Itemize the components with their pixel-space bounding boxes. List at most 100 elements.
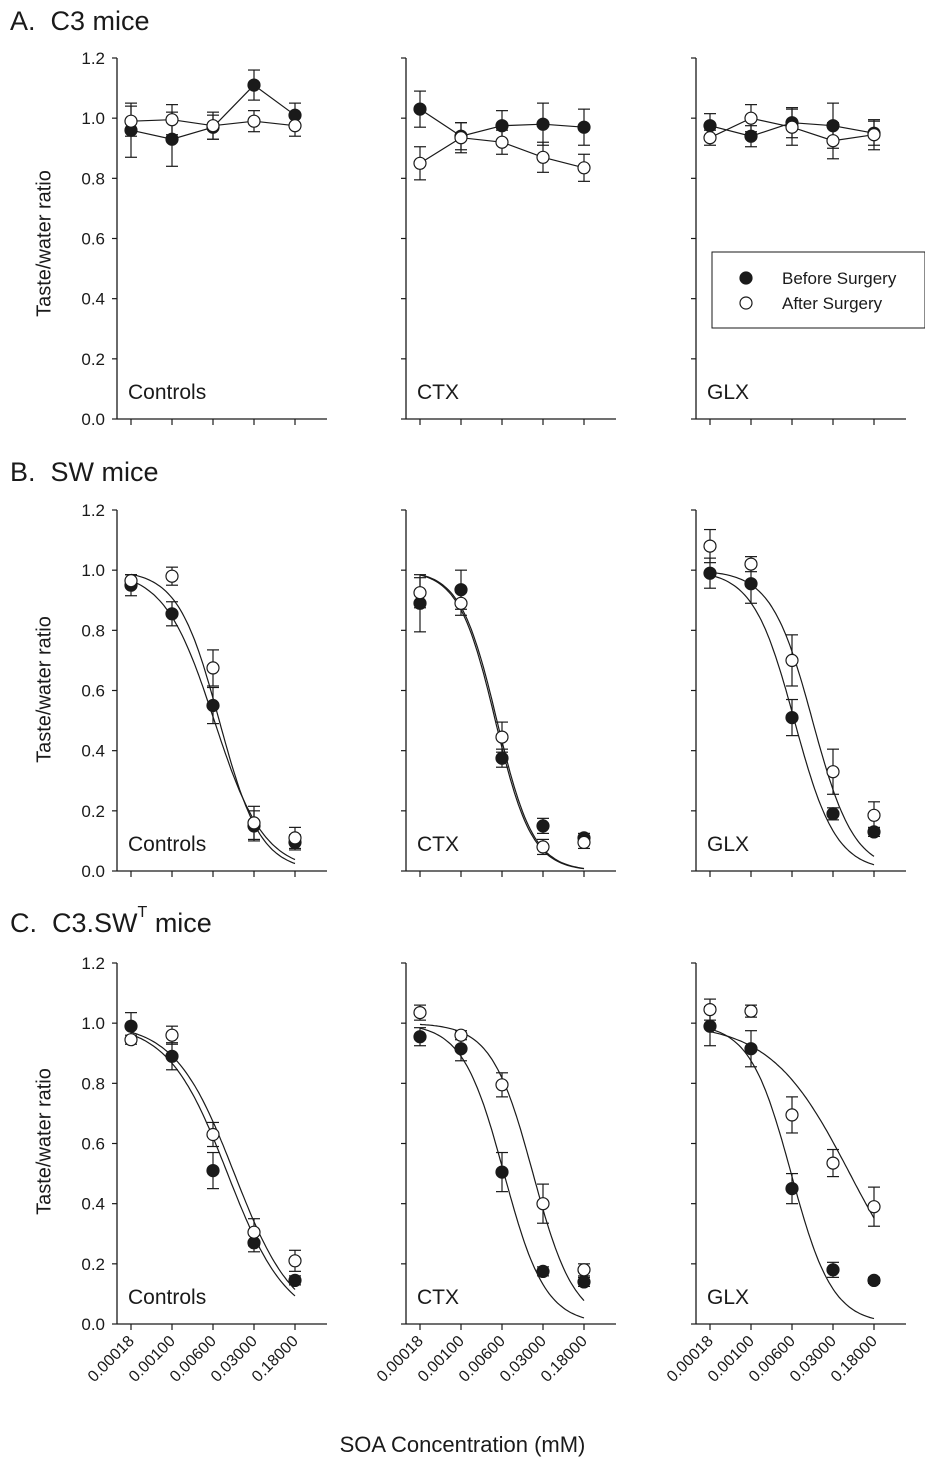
point-after xyxy=(124,114,138,128)
point-after xyxy=(495,1078,509,1092)
point-before xyxy=(206,1163,220,1178)
point-after xyxy=(577,161,591,175)
point-after xyxy=(826,1156,840,1170)
point-after xyxy=(288,1254,302,1268)
point-before xyxy=(785,1181,799,1196)
point-after xyxy=(577,1263,591,1277)
point-before xyxy=(826,807,840,821)
legend-label-before: Before Surgery xyxy=(782,269,897,288)
fit-curve xyxy=(130,1031,296,1290)
point-after xyxy=(867,128,881,142)
y-tick-label: 1.2 xyxy=(81,49,105,68)
point-before xyxy=(826,1263,840,1277)
point-after xyxy=(454,1028,468,1042)
point-after xyxy=(495,135,509,149)
point-after xyxy=(495,730,509,744)
y-tick-label: 0.2 xyxy=(81,350,105,369)
y-tick-label: 0.6 xyxy=(81,1135,105,1154)
point-after xyxy=(785,653,799,668)
point-after xyxy=(206,661,220,675)
point-before xyxy=(867,1273,881,1288)
y-tick-label: 0.6 xyxy=(81,682,105,701)
y-tick-label: 0.4 xyxy=(81,290,105,309)
point-after xyxy=(413,586,427,600)
legend-label-after: After Surgery xyxy=(782,294,883,313)
row-name: C3.SW xyxy=(52,908,138,938)
point-after xyxy=(124,574,138,588)
point-before xyxy=(495,119,509,133)
row-name: C3 mice xyxy=(50,6,150,36)
y-tick-label: 0.0 xyxy=(81,862,105,881)
point-after xyxy=(413,1005,427,1020)
point-before xyxy=(577,120,591,134)
y-tick-label: 1.0 xyxy=(81,1014,105,1033)
point-after xyxy=(703,539,717,553)
point-before xyxy=(703,119,717,133)
y-tick-label: 1.2 xyxy=(81,501,105,520)
point-before xyxy=(124,1019,138,1033)
point-before xyxy=(165,1049,179,1063)
group-label-controls: Controls xyxy=(128,1286,206,1309)
point-before xyxy=(744,129,758,143)
point-before xyxy=(413,1030,427,1044)
row-title-a: A. C3 mice xyxy=(10,6,150,37)
legend-box xyxy=(711,251,925,329)
row-letter: B. xyxy=(10,457,36,487)
row-title-c: C. C3.SWT mice xyxy=(10,904,212,939)
x-tick-label: 0.18000 xyxy=(538,1333,591,1386)
point-after xyxy=(454,596,468,610)
point-after xyxy=(577,835,591,850)
point-before xyxy=(247,78,261,92)
point-after xyxy=(247,1225,261,1239)
group-label-ctx: CTX xyxy=(417,1286,459,1309)
point-after xyxy=(826,765,840,779)
y-tick-label: 0.4 xyxy=(81,1195,105,1214)
point-after xyxy=(536,1197,550,1211)
x-tick-label: 0.18000 xyxy=(249,1333,302,1386)
point-after xyxy=(744,557,758,571)
y-tick-label: 0.4 xyxy=(81,742,105,761)
point-after xyxy=(413,156,427,170)
point-after xyxy=(206,1127,220,1142)
point-before xyxy=(744,1042,758,1056)
point-after xyxy=(744,1004,758,1018)
point-before xyxy=(703,566,717,580)
row-suffix: mice xyxy=(147,908,212,938)
point-after xyxy=(785,120,799,134)
point-before xyxy=(536,1264,550,1279)
point-before xyxy=(536,819,550,833)
point-before xyxy=(703,1019,717,1033)
x-tick-label: 0.18000 xyxy=(828,1333,881,1386)
point-before xyxy=(206,698,220,713)
point-before xyxy=(165,132,179,146)
point-after xyxy=(247,816,261,830)
point-after xyxy=(247,114,261,128)
point-after xyxy=(536,150,550,164)
point-after xyxy=(826,134,840,148)
point-before xyxy=(867,825,881,839)
legend-marker-after xyxy=(739,296,753,310)
row-letter: A. xyxy=(10,6,36,36)
point-after xyxy=(867,808,881,822)
y-tick-label: 0.2 xyxy=(81,1255,105,1274)
group-label-controls: Controls xyxy=(128,381,206,404)
point-after xyxy=(165,1028,179,1042)
y-tick-label: 1.0 xyxy=(81,109,105,128)
point-before xyxy=(454,583,468,597)
group-label-glx: GLX xyxy=(707,1286,749,1309)
fit-curve xyxy=(709,1031,875,1219)
row-title-b: B. SW mice xyxy=(10,457,159,488)
row-superscript: T xyxy=(137,904,148,921)
point-before xyxy=(165,607,179,621)
point-after xyxy=(288,119,302,133)
point-after xyxy=(703,1002,717,1017)
group-label-glx: GLX xyxy=(707,381,749,404)
point-after xyxy=(703,131,717,145)
point-before xyxy=(744,577,758,591)
y-tick-label: 0.0 xyxy=(81,1315,105,1334)
point-before xyxy=(495,751,509,765)
group-label-ctx: CTX xyxy=(417,833,459,856)
y-tick-label: 1.0 xyxy=(81,561,105,580)
point-before xyxy=(495,1165,509,1179)
point-before xyxy=(413,102,427,116)
